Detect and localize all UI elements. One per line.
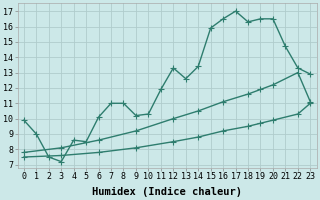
X-axis label: Humidex (Indice chaleur): Humidex (Indice chaleur) <box>92 186 242 197</box>
